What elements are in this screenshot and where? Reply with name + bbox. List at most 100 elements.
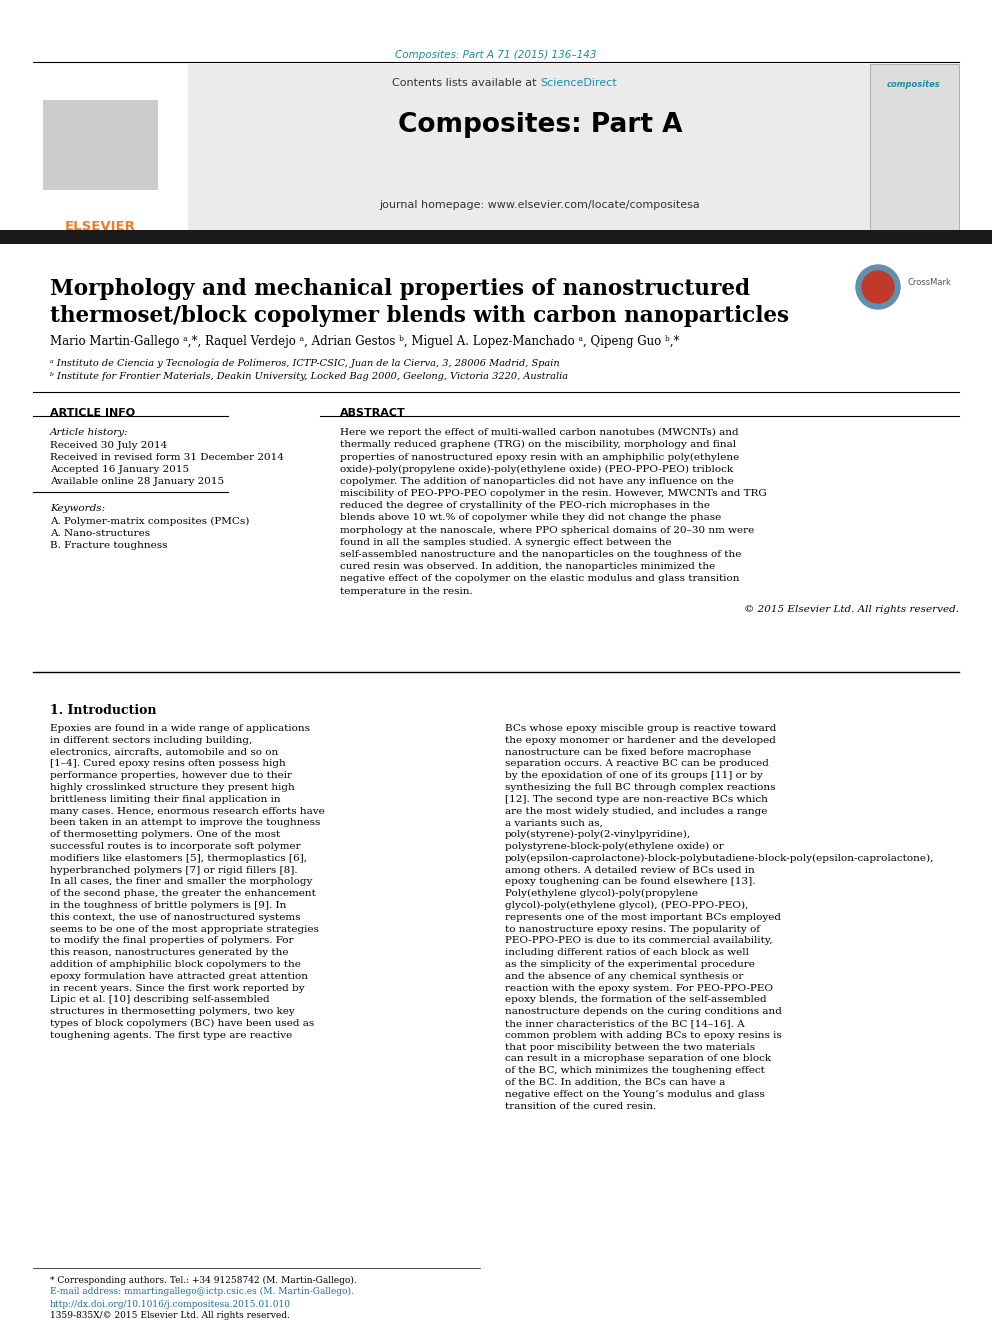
Text: successful routes is to incorporate soft polymer: successful routes is to incorporate soft…: [50, 841, 301, 851]
Text: the epoxy monomer or hardener and the developed: the epoxy monomer or hardener and the de…: [505, 736, 776, 745]
Text: [12]. The second type are non-reactive BCs which: [12]. The second type are non-reactive B…: [505, 795, 768, 804]
Text: thermally reduced graphene (TRG) on the miscibility, morphology and final: thermally reduced graphene (TRG) on the …: [340, 441, 736, 450]
Text: many cases. Hence, enormous research efforts have: many cases. Hence, enormous research eff…: [50, 807, 324, 815]
Text: ScienceDirect: ScienceDirect: [540, 78, 617, 89]
Text: Available online 28 January 2015: Available online 28 January 2015: [50, 478, 224, 486]
Text: electronics, aircrafts, automobile and so on: electronics, aircrafts, automobile and s…: [50, 747, 278, 757]
Text: the inner characteristics of the BC [14–16]. A: the inner characteristics of the BC [14–…: [505, 1019, 745, 1028]
Text: Morphology and mechanical properties of nanostructured: Morphology and mechanical properties of …: [50, 278, 750, 300]
Text: © 2015 Elsevier Ltd. All rights reserved.: © 2015 Elsevier Ltd. All rights reserved…: [744, 605, 959, 614]
Text: E-mail address: mmartingallego@ictp.csic.es (M. Martin-Gallego).: E-mail address: mmartingallego@ictp.csic…: [50, 1287, 354, 1297]
Text: 1359-835X/© 2015 Elsevier Ltd. All rights reserved.: 1359-835X/© 2015 Elsevier Ltd. All right…: [50, 1311, 290, 1320]
Text: thermoset/block copolymer blends with carbon nanoparticles: thermoset/block copolymer blends with ca…: [50, 306, 789, 327]
Text: [1–4]. Cured epoxy resins often possess high: [1–4]. Cured epoxy resins often possess …: [50, 759, 286, 769]
Text: epoxy blends, the formation of the self-assembled: epoxy blends, the formation of the self-…: [505, 995, 767, 1004]
Text: nanostructure depends on the curing conditions and: nanostructure depends on the curing cond…: [505, 1007, 782, 1016]
Text: can result in a microphase separation of one block: can result in a microphase separation of…: [505, 1054, 771, 1064]
FancyBboxPatch shape: [33, 64, 188, 232]
Text: common problem with adding BCs to epoxy resins is: common problem with adding BCs to epoxy …: [505, 1031, 782, 1040]
Text: A. Polymer-matrix composites (PMCs): A. Polymer-matrix composites (PMCs): [50, 517, 249, 527]
Text: modifiers like elastomers [5], thermoplastics [6],: modifiers like elastomers [5], thermopla…: [50, 853, 307, 863]
Circle shape: [856, 265, 900, 310]
Text: highly crosslinked structure they present high: highly crosslinked structure they presen…: [50, 783, 295, 792]
Text: Composites: Part A 71 (2015) 136–143: Composites: Part A 71 (2015) 136–143: [395, 50, 597, 60]
Text: * Corresponding authors. Tel.: +34 91258742 (M. Martin-Gallego).: * Corresponding authors. Tel.: +34 91258…: [50, 1275, 357, 1285]
Text: morphology at the nanoscale, where PPO spherical domains of 20–30 nm were: morphology at the nanoscale, where PPO s…: [340, 525, 754, 534]
Text: this context, the use of nanostructured systems: this context, the use of nanostructured …: [50, 913, 301, 922]
Text: Here we report the effect of multi-walled carbon nanotubes (MWCNTs) and: Here we report the effect of multi-walle…: [340, 429, 739, 437]
Text: Poly(ethylene glycol)-poly(propylene: Poly(ethylene glycol)-poly(propylene: [505, 889, 698, 898]
Text: BCs whose epoxy miscible group is reactive toward: BCs whose epoxy miscible group is reacti…: [505, 724, 777, 733]
Text: ᵃ Instituto de Ciencia y Tecnología de Polímeros, ICTP-CSIC, Juan de la Cierva, : ᵃ Instituto de Ciencia y Tecnología de P…: [50, 359, 559, 368]
FancyBboxPatch shape: [0, 230, 992, 243]
Text: seems to be one of the most appropriate strategies: seems to be one of the most appropriate …: [50, 925, 318, 934]
Text: self-assembled nanostructure and the nanoparticles on the toughness of the: self-assembled nanostructure and the nan…: [340, 550, 741, 560]
Text: of thermosetting polymers. One of the most: of thermosetting polymers. One of the mo…: [50, 831, 281, 839]
Text: Composites: Part A: Composites: Part A: [398, 112, 682, 138]
Text: temperature in the resin.: temperature in the resin.: [340, 586, 473, 595]
Text: of the second phase, the greater the enhancement: of the second phase, the greater the enh…: [50, 889, 315, 898]
Text: Keywords:: Keywords:: [50, 504, 105, 513]
Text: ABSTRACT: ABSTRACT: [340, 407, 406, 418]
Text: of the BC. In addition, the BCs can have a: of the BC. In addition, the BCs can have…: [505, 1078, 725, 1088]
Text: ELSEVIER: ELSEVIER: [64, 220, 136, 233]
Text: brittleness limiting their final application in: brittleness limiting their final applica…: [50, 795, 281, 804]
Text: in the toughness of brittle polymers is [9]. In: in the toughness of brittle polymers is …: [50, 901, 287, 910]
Text: Article history:: Article history:: [50, 429, 129, 437]
Text: In all cases, the finer and smaller the morphology: In all cases, the finer and smaller the …: [50, 877, 312, 886]
Circle shape: [862, 271, 894, 303]
Text: among others. A detailed review of BCs used in: among others. A detailed review of BCs u…: [505, 865, 755, 875]
Text: miscibility of PEO-PPO-PEO copolymer in the resin. However, MWCNTs and TRG: miscibility of PEO-PPO-PEO copolymer in …: [340, 490, 767, 497]
Text: as the simplicity of the experimental procedure: as the simplicity of the experimental pr…: [505, 960, 755, 968]
Text: ᵇ Institute for Frontier Materials, Deakin University, Locked Bag 2000, Geelong,: ᵇ Institute for Frontier Materials, Deak…: [50, 372, 568, 381]
Text: A. Nano-structures: A. Nano-structures: [50, 529, 150, 538]
Text: properties of nanostructured epoxy resin with an amphiphilic poly(ethylene: properties of nanostructured epoxy resin…: [340, 452, 739, 462]
Text: Contents lists available at: Contents lists available at: [392, 78, 540, 89]
FancyBboxPatch shape: [870, 64, 959, 232]
Text: PEO-PPO-PEO is due to its commercial availability,: PEO-PPO-PEO is due to its commercial ava…: [505, 937, 773, 946]
Text: journal homepage: www.elsevier.com/locate/compositesa: journal homepage: www.elsevier.com/locat…: [380, 200, 700, 210]
FancyBboxPatch shape: [33, 64, 959, 232]
Text: a variants such as,: a variants such as,: [505, 819, 603, 827]
Text: in recent years. Since the first work reported by: in recent years. Since the first work re…: [50, 983, 305, 992]
Text: structures in thermosetting polymers, two key: structures in thermosetting polymers, tw…: [50, 1007, 295, 1016]
Text: types of block copolymers (BC) have been used as: types of block copolymers (BC) have been…: [50, 1019, 314, 1028]
Text: composites: composites: [887, 79, 940, 89]
Text: polystyrene-block-poly(ethylene oxide) or: polystyrene-block-poly(ethylene oxide) o…: [505, 841, 724, 851]
Text: toughening agents. The first type are reactive: toughening agents. The first type are re…: [50, 1031, 293, 1040]
Text: this reason, nanostructures generated by the: this reason, nanostructures generated by…: [50, 949, 289, 958]
Text: oxide)-poly(propylene oxide)-poly(ethylene oxide) (PEO-PPO-PEO) triblock: oxide)-poly(propylene oxide)-poly(ethyle…: [340, 464, 733, 474]
Text: and the absence of any chemical synthesis or: and the absence of any chemical synthesi…: [505, 972, 743, 980]
Text: reaction with the epoxy system. For PEO-PPO-PEO: reaction with the epoxy system. For PEO-…: [505, 983, 773, 992]
Text: 1. Introduction: 1. Introduction: [50, 704, 157, 717]
Text: glycol)-poly(ethylene glycol), (PEO-PPO-PEO),: glycol)-poly(ethylene glycol), (PEO-PPO-…: [505, 901, 748, 910]
Text: Received in revised form 31 December 2014: Received in revised form 31 December 201…: [50, 452, 284, 462]
Text: blends above 10 wt.% of copolymer while they did not change the phase: blends above 10 wt.% of copolymer while …: [340, 513, 721, 523]
Text: negative effect of the copolymer on the elastic modulus and glass transition: negative effect of the copolymer on the …: [340, 574, 739, 583]
Text: found in all the samples studied. A synergic effect between the: found in all the samples studied. A syne…: [340, 538, 672, 546]
Text: in different sectors including building,: in different sectors including building,: [50, 736, 252, 745]
Text: of the BC, which minimizes the toughening effect: of the BC, which minimizes the toughenin…: [505, 1066, 765, 1076]
Text: poly(styrene)-poly(2-vinylpyridine),: poly(styrene)-poly(2-vinylpyridine),: [505, 831, 691, 839]
Text: been taken in an attempt to improve the toughness: been taken in an attempt to improve the …: [50, 819, 320, 827]
Text: separation occurs. A reactive BC can be produced: separation occurs. A reactive BC can be …: [505, 759, 769, 769]
Text: cured resin was observed. In addition, the nanoparticles minimized the: cured resin was observed. In addition, t…: [340, 562, 715, 572]
Text: represents one of the most important BCs employed: represents one of the most important BCs…: [505, 913, 781, 922]
Text: Accepted 16 January 2015: Accepted 16 January 2015: [50, 464, 189, 474]
Text: nanostructure can be fixed before macrophase: nanostructure can be fixed before macrop…: [505, 747, 751, 757]
Text: negative effect on the Young’s modulus and glass: negative effect on the Young’s modulus a…: [505, 1090, 765, 1099]
Text: poly(epsilon-caprolactone)-block-polybutadiene-block-poly(epsilon-caprolactone),: poly(epsilon-caprolactone)-block-polybut…: [505, 853, 934, 863]
Text: hyperbranched polymers [7] or rigid fillers [8].: hyperbranched polymers [7] or rigid fill…: [50, 865, 298, 875]
Text: http://dx.doi.org/10.1016/j.compositesa.2015.01.010: http://dx.doi.org/10.1016/j.compositesa.…: [50, 1301, 291, 1308]
Text: epoxy toughening can be found elsewhere [13].: epoxy toughening can be found elsewhere …: [505, 877, 756, 886]
Text: that poor miscibility between the two materials: that poor miscibility between the two ma…: [505, 1043, 755, 1052]
Text: to modify the final properties of polymers. For: to modify the final properties of polyme…: [50, 937, 294, 946]
Text: by the epoxidation of one of its groups [11] or by: by the epoxidation of one of its groups …: [505, 771, 763, 781]
Text: Lipic et al. [10] describing self-assembled: Lipic et al. [10] describing self-assemb…: [50, 995, 270, 1004]
Text: Mario Martin-Gallego ᵃ,*, Raquel Verdejo ᵃ, Adrian Gestos ᵇ, Miguel A. Lopez-Man: Mario Martin-Gallego ᵃ,*, Raquel Verdejo…: [50, 335, 680, 348]
Text: copolymer. The addition of nanoparticles did not have any influence on the: copolymer. The addition of nanoparticles…: [340, 476, 734, 486]
Text: CrossMark: CrossMark: [908, 278, 952, 287]
Text: performance properties, however due to their: performance properties, however due to t…: [50, 771, 292, 781]
FancyBboxPatch shape: [43, 101, 158, 191]
Text: are the most widely studied, and includes a range: are the most widely studied, and include…: [505, 807, 768, 815]
